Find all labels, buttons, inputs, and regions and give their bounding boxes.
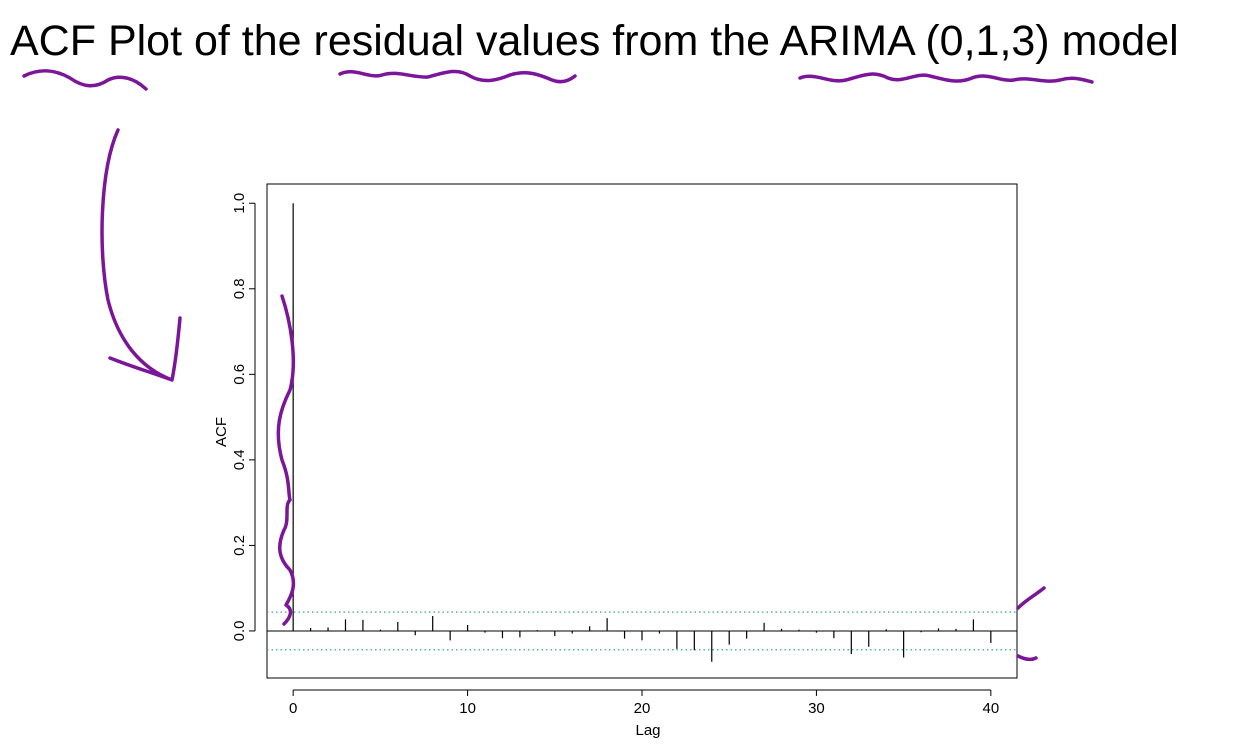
underline-arima-squiggle xyxy=(798,72,1094,84)
upper-bound-mark xyxy=(1016,586,1046,610)
handwritten-annotations xyxy=(22,69,1094,662)
x-tick-label-10: 10 xyxy=(459,700,476,717)
hand-traced-curve xyxy=(276,294,296,626)
underline-residual-squiggle xyxy=(338,69,577,84)
y-tick-label-3: 0.6 xyxy=(231,364,248,385)
x-tick-label-30: 30 xyxy=(808,700,825,717)
y-tick-label-0: 0.0 xyxy=(231,621,248,642)
pointing-arrow xyxy=(100,128,182,382)
slide-title: ACF Plot of the residual values from the… xyxy=(10,17,1179,65)
plot-frame xyxy=(266,183,1018,679)
chart-plot-area: 0 10 20 30 40 Lag 0.0 0.2 0.4 0.6 0.8 1.0 ACF xyxy=(213,183,1018,739)
y-tick-label-5: 1.0 xyxy=(231,193,248,214)
y-tick-label-2: 0.4 xyxy=(231,449,248,470)
x-axis-label: Lag xyxy=(635,722,660,739)
x-tick-label-0: 0 xyxy=(289,700,297,717)
y-tick-label-4: 0.8 xyxy=(231,278,248,299)
x-tick-label-40: 40 xyxy=(982,700,999,717)
lower-bound-mark xyxy=(1016,654,1038,662)
y-axis-label: ACF xyxy=(213,417,230,447)
underline-acf-squiggle xyxy=(22,69,148,91)
y-tick-label-1: 0.2 xyxy=(231,535,248,556)
x-tick-label-20: 20 xyxy=(634,700,651,717)
